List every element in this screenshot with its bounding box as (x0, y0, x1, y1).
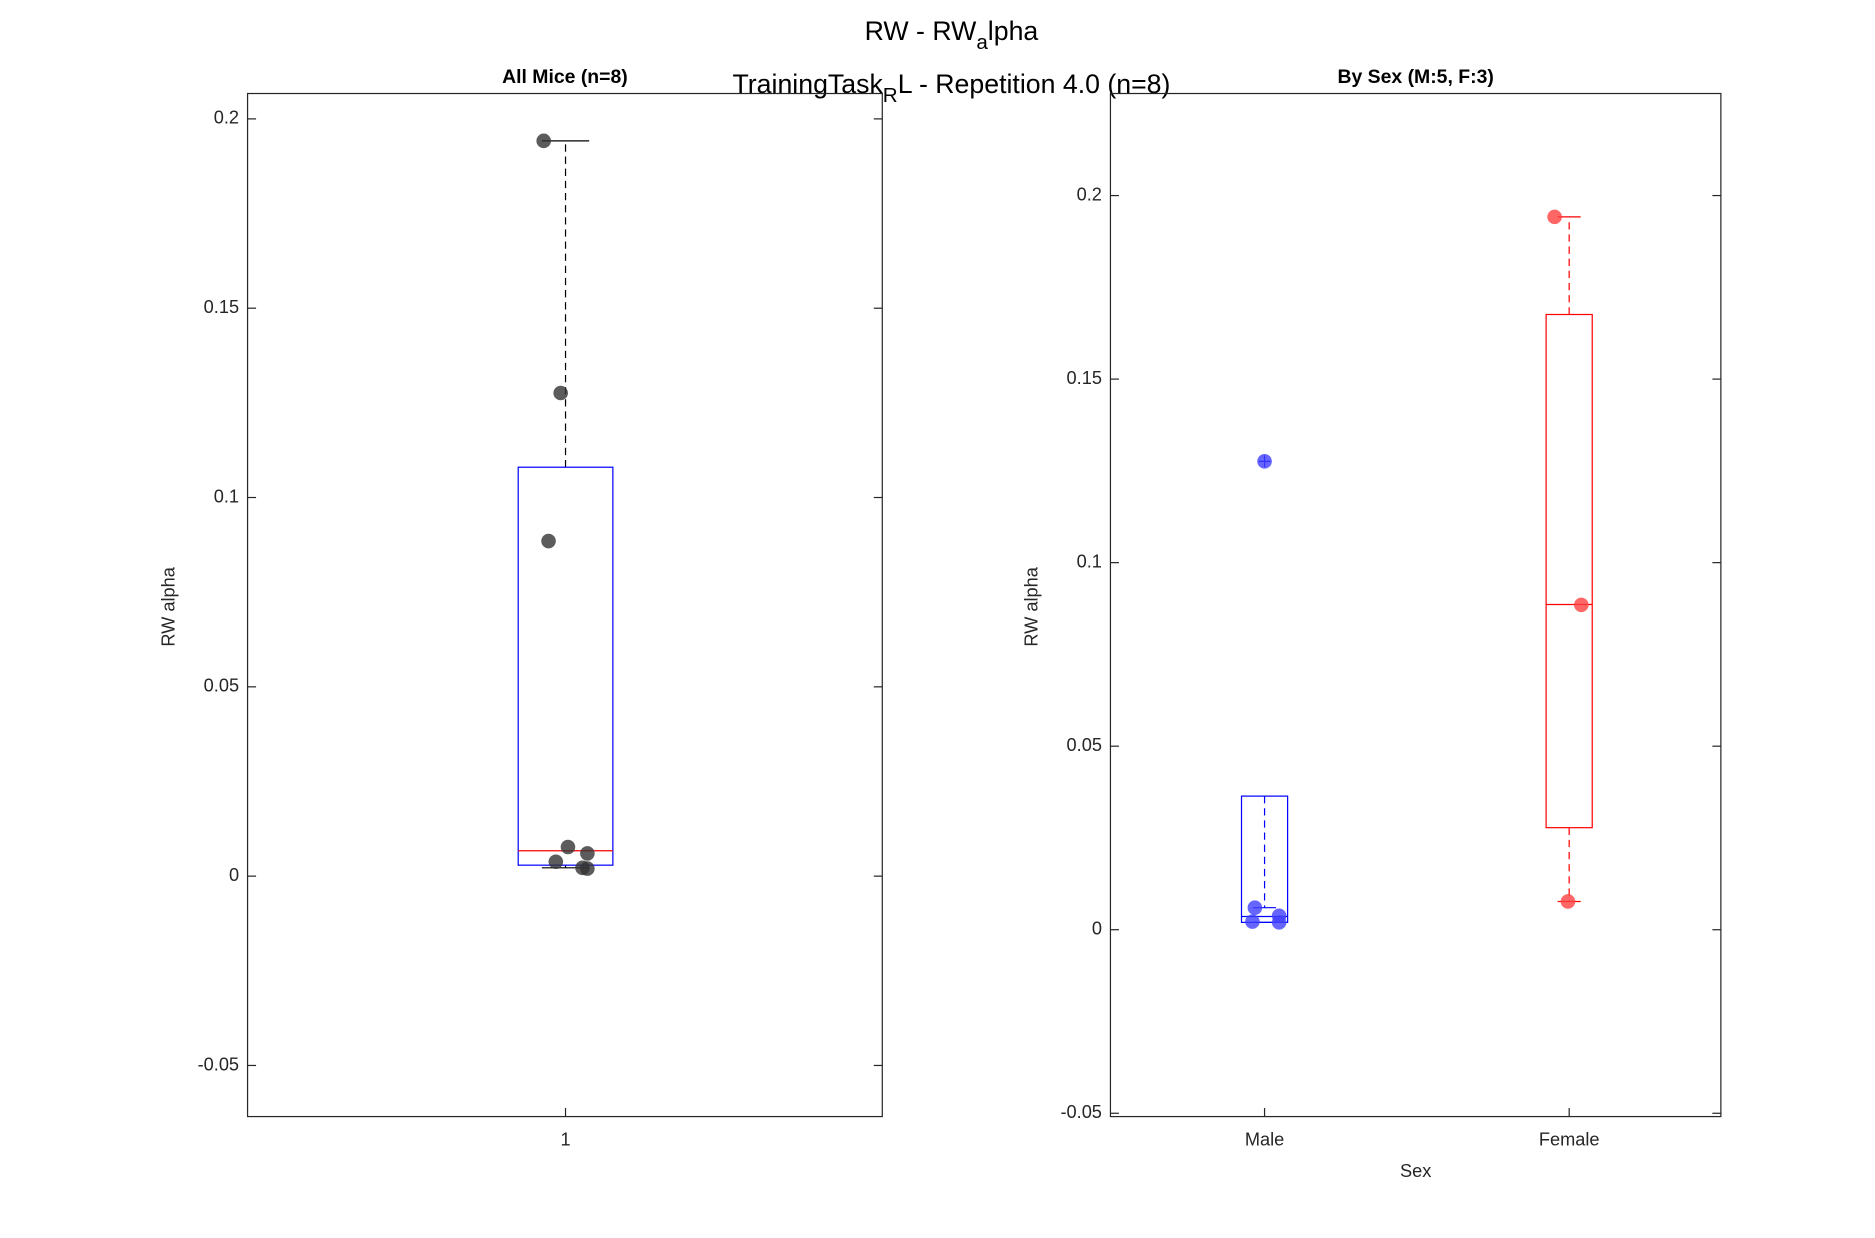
data-point (548, 854, 564, 870)
x-tick-label: Male (1245, 1130, 1284, 1150)
axes-title: By Sex (M:5, F:3) (1337, 66, 1493, 88)
data-point (1560, 894, 1576, 909)
data-point (553, 385, 568, 401)
suptitle-part: L - Repetition 4.0 (n=8) (898, 69, 1171, 99)
suptitle-part: a (976, 31, 988, 54)
y-axis-label: RW alpha (1022, 566, 1042, 646)
data-point (541, 533, 556, 549)
data-point (1574, 597, 1589, 613)
axes-box (1109, 92, 1722, 1118)
box (1240, 795, 1289, 923)
data-point (1257, 454, 1272, 469)
y-tick-label: 0.1 (1077, 551, 1102, 571)
data-point (580, 846, 595, 861)
data-point (1247, 900, 1263, 915)
suptitle: RW - RWalpha (865, 16, 1039, 54)
box (517, 466, 614, 866)
axes-title: All Mice (n=8) (502, 66, 628, 88)
x-axis-label: Sex (1400, 1161, 1431, 1181)
y-tick-label: 0.1 (214, 486, 239, 506)
y-axis-label: RW alpha (159, 566, 179, 646)
data-point (1271, 915, 1287, 930)
x-tick-label: Female (1539, 1130, 1600, 1150)
y-tick-label: 0.2 (1077, 184, 1102, 204)
y-tick-label: -0.05 (198, 1054, 239, 1074)
data-point (1245, 914, 1260, 929)
data-point (580, 861, 595, 876)
data-point (536, 133, 551, 149)
box (1545, 313, 1593, 829)
y-tick-label: 0.15 (1067, 368, 1102, 388)
y-tick-label: 0.15 (204, 297, 239, 317)
suptitle-part: RW - RW (865, 16, 977, 46)
y-tick-label: 0.05 (1067, 735, 1102, 755)
y-tick-label: 0.05 (204, 676, 239, 696)
data-point (560, 839, 576, 855)
y-tick-label: 0 (229, 865, 239, 885)
axes-box (246, 92, 883, 1118)
suptitle-part: lpha (988, 16, 1039, 46)
suptitle-part: R (883, 85, 898, 108)
data-point (1547, 209, 1562, 225)
y-tick-label: 0.2 (214, 108, 239, 128)
y-tick-label: 0 (1092, 919, 1102, 939)
x-tick-label: 1 (560, 1130, 570, 1150)
suptitle-line2: TrainingTaskRL - Repetition 4.0 (n=8) (732, 69, 1170, 107)
y-tick-label: -0.05 (1060, 1102, 1101, 1122)
suptitle-part: TrainingTask (732, 69, 883, 99)
